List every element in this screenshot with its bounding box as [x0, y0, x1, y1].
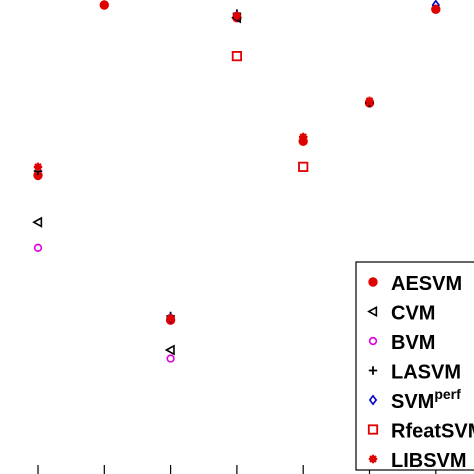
legend-label-aesvm: AESVM: [391, 273, 462, 295]
legend-marker-rfeatsvm: [367, 424, 379, 435]
point-rfeatsvm-2: [298, 161, 309, 172]
point-libsvm-4: [232, 11, 242, 20]
legend-marker-aesvm: [368, 277, 378, 287]
point-libsvm-1: [33, 162, 43, 172]
legend-marker-svm: [368, 394, 378, 406]
point-bvm-1: [33, 243, 43, 252]
legend-marker-lasvm: [368, 366, 378, 375]
data-marks: [32, 0, 441, 363]
legend-label-rfeatsvm: RfeatSVM: [391, 421, 474, 443]
point-libsvm-5: [299, 132, 308, 142]
point-cvm-1: [32, 216, 43, 228]
point-bvm-2: [166, 354, 175, 363]
point-cvm-2: [164, 344, 175, 356]
legend-label-cvm: CVM: [391, 303, 435, 325]
legend-label-libsvm: LIBSVM: [391, 450, 467, 472]
legend-marker-libsvm: [368, 454, 378, 464]
point-libsvm-7: [431, 5, 440, 14]
point-libsvm-3: [166, 313, 175, 323]
legend-label-svm: SVMperf: [391, 386, 461, 413]
point-rfeatsvm-1: [231, 51, 242, 62]
legend-label-bvm: BVM: [391, 332, 435, 354]
legend-marker-cvm: [367, 305, 378, 318]
legend-box: [355, 261, 474, 471]
legend-label-lasvm: LASVM: [391, 362, 461, 384]
point-libsvm-2: [100, 0, 109, 10]
point-libsvm-6: [365, 96, 374, 106]
legend-marker-bvm: [368, 336, 378, 346]
